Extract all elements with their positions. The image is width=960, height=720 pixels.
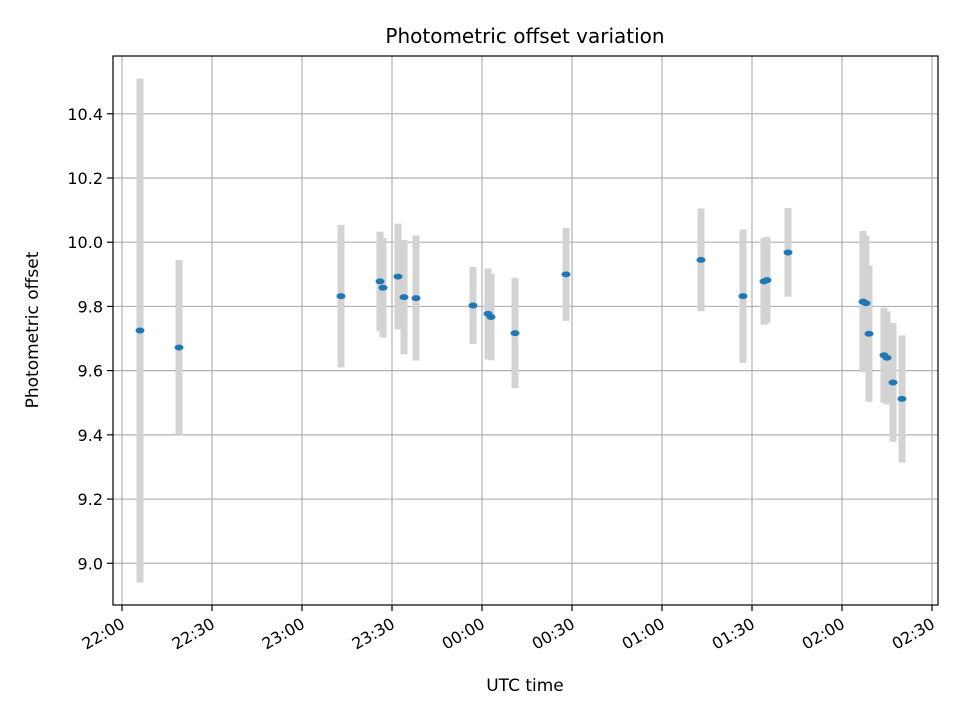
data-point — [486, 314, 496, 321]
data-point — [135, 327, 145, 334]
data-point — [411, 295, 421, 302]
data-point — [783, 249, 793, 256]
y-tick-label: 10.2 — [67, 169, 103, 188]
chart-title: Photometric offset variation — [385, 24, 664, 48]
plot-frame — [112, 55, 939, 606]
y-tick-label: 9.8 — [78, 297, 103, 316]
data-point — [897, 395, 907, 402]
y-tick-label: 9.6 — [78, 362, 103, 381]
y-tick-label: 10.0 — [67, 233, 103, 252]
y-tick-label: 10.4 — [67, 105, 103, 124]
data-point — [888, 379, 898, 386]
data-point — [468, 302, 478, 309]
y-tick-label: 9.4 — [78, 426, 103, 445]
data-point — [762, 277, 772, 284]
y-axis-label: Photometric offset — [23, 251, 43, 408]
data-point — [864, 330, 874, 337]
data-point — [378, 284, 388, 291]
grid-lines — [113, 56, 938, 605]
data-point — [561, 271, 571, 278]
data-point — [882, 354, 892, 361]
y-tick-label: 9.0 — [78, 554, 103, 573]
data-points — [135, 249, 907, 402]
data-point — [174, 344, 184, 351]
data-point — [510, 330, 520, 337]
x-axis-label: UTC time — [486, 676, 564, 696]
data-point — [393, 273, 403, 280]
data-point — [738, 293, 748, 300]
y-tick-label: 9.2 — [78, 490, 103, 509]
data-point — [696, 256, 706, 263]
data-point — [336, 293, 346, 300]
data-point — [399, 294, 409, 301]
data-point — [375, 278, 385, 285]
data-point — [861, 300, 871, 307]
